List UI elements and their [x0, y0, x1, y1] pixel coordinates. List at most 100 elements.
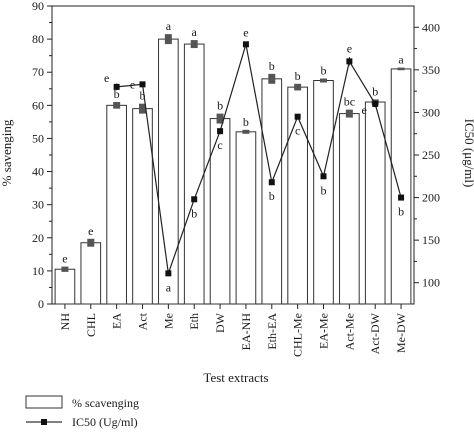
bar-error: [242, 129, 250, 134]
bar-error: [397, 67, 405, 71]
bar-error: [87, 238, 95, 247]
ic50-marker: [113, 83, 120, 90]
ic50-label: e: [130, 77, 135, 91]
legend-bar-swatch: [25, 395, 63, 409]
y-tick-label: 70: [32, 65, 44, 79]
x-tick-label: DW: [213, 312, 227, 333]
ic50-label: e: [104, 71, 109, 85]
bar: [390, 68, 412, 305]
x-tick-label: EA: [110, 313, 124, 329]
ic50-marker: [398, 194, 405, 201]
x-tick-label: Act: [136, 312, 150, 330]
legend-line-marker: [41, 419, 47, 425]
ic50-marker: [165, 270, 172, 277]
bar-label: b: [321, 64, 327, 78]
bar-error: [345, 109, 353, 118]
bar-label: b: [114, 87, 120, 101]
plot-frame: [51, 5, 415, 305]
bar-error: [164, 34, 172, 45]
ic50-marker: [320, 173, 327, 180]
bar-label: b: [372, 84, 378, 98]
x-tick-label: Act-Me: [342, 313, 356, 350]
y-tick-label: 50: [32, 131, 44, 145]
ic50-marker: [346, 58, 353, 65]
y2-tick-label: 200: [422, 191, 440, 205]
ic50-marker: [372, 100, 379, 107]
bar: [183, 43, 205, 305]
bar-error: [113, 102, 121, 109]
y2-tick-label: 150: [422, 233, 440, 247]
y-tick-label: 10: [32, 264, 44, 278]
ic50-line: [116, 44, 402, 274]
x-tick-label: Eth-EA: [265, 313, 279, 350]
bar-label: e: [62, 252, 67, 266]
bar: [80, 242, 102, 305]
y2-tick-label: 400: [422, 20, 440, 34]
ic50-marker: [191, 196, 198, 203]
bar: [235, 131, 257, 305]
y2-tick-label: 100: [422, 276, 440, 290]
legend: % scavenging IC50 (Ug/ml): [25, 395, 139, 429]
y2-axis-title: IC50 (μg/ml): [462, 119, 474, 188]
plot-area: 0 10 20 30 40 50 60 70 80 90 100 150 200 250 300 350 400…: [32, 0, 440, 357]
bar-error: [268, 73, 276, 84]
bar-error: [216, 113, 224, 124]
bar-label: a: [166, 19, 172, 33]
bar-label: bc: [344, 95, 355, 109]
ic50-marker: [268, 179, 275, 186]
y-tick-label: 60: [32, 98, 44, 112]
bar-label: b: [217, 99, 223, 113]
ic50-label: e: [243, 25, 248, 39]
x-tick-label: Eth: [187, 313, 201, 330]
legend-line-label: IC50 (Ug/ml): [72, 415, 138, 429]
y-tick-label: 80: [32, 32, 44, 46]
ic50-label: e: [347, 41, 352, 55]
y2-tick-label: 350: [422, 63, 440, 77]
legend-bar-label: % scavenging: [72, 396, 139, 410]
bar-label: a: [398, 53, 404, 67]
x-tick-label: CHL: [84, 313, 98, 337]
ic50-marker: [139, 81, 146, 88]
ic50-label: b: [398, 205, 404, 219]
bar-label: b: [295, 69, 301, 83]
ic50-label: e: [362, 103, 367, 117]
bar: [106, 104, 127, 305]
bar: [364, 101, 386, 305]
bar-label: b: [243, 115, 249, 129]
bar: [158, 38, 179, 305]
ic50-label: c: [295, 124, 300, 138]
y2-tick-label: 300: [422, 105, 440, 119]
x-tick-label: Me-DW: [394, 312, 408, 353]
x-tick-label: Act-DW: [368, 312, 382, 354]
x-tick-label: CHL-Me: [291, 313, 305, 357]
ic50-marker: [217, 128, 224, 135]
ic50-label: a: [166, 280, 172, 294]
bar-label: b: [140, 89, 146, 103]
bar-error: [190, 40, 198, 49]
ic50-label: c: [217, 138, 222, 152]
x-tick-label: EA-NH: [239, 313, 253, 351]
bar-label: e: [88, 224, 93, 238]
ic50-label: b: [191, 206, 197, 220]
ic50-label: b: [269, 189, 275, 203]
ic50-marker: [242, 41, 249, 48]
y-tick-label: 40: [32, 165, 44, 179]
x-tick-label: EA-Me: [317, 313, 331, 349]
bar-error: [294, 83, 302, 91]
x-tick-label: Me: [161, 313, 175, 329]
y-tick-label: 90: [32, 0, 44, 13]
bar-label: b: [269, 59, 275, 73]
bar-error: [320, 78, 327, 83]
bar-error: [139, 103, 146, 114]
y-tick-label: 20: [32, 231, 44, 245]
y-tick-label: 30: [32, 198, 44, 212]
x-axis-title: Test extracts: [203, 370, 268, 385]
bar: [339, 113, 360, 305]
y-tick-label: 0: [38, 297, 44, 311]
y2-tick-label: 250: [422, 148, 440, 162]
x-tick-label: NH: [58, 313, 72, 331]
bar: [54, 268, 76, 305]
ic50-marker: [294, 113, 301, 120]
y-axis-title: % savenging: [0, 119, 14, 186]
